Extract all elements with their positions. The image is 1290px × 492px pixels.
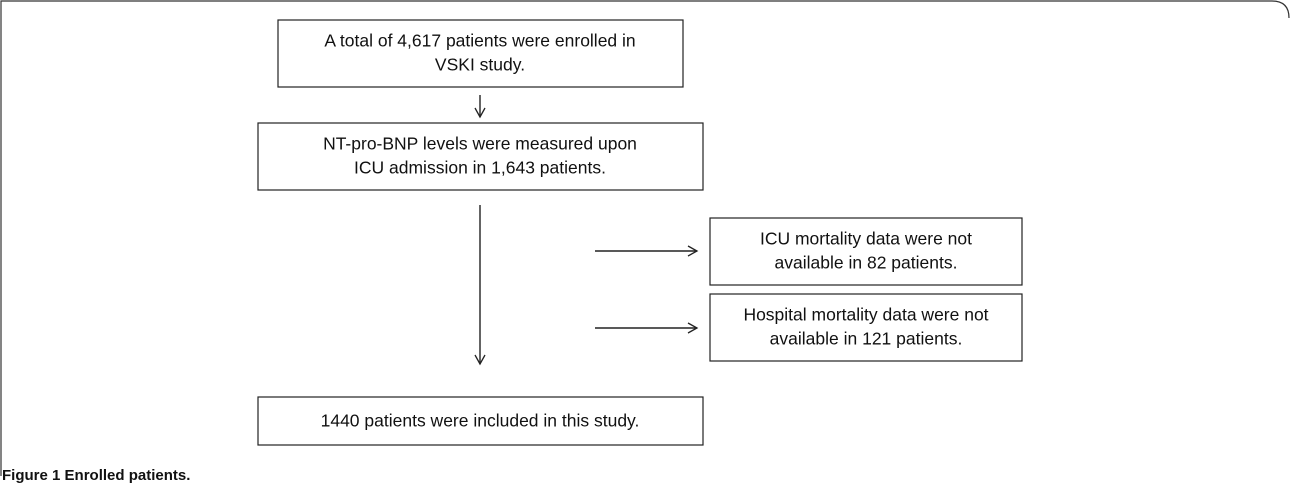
node-box [709,217,1023,286]
node-text: VSKI study. [435,55,525,75]
node-text: ICU mortality data were not [760,229,972,249]
frame [0,0,1290,476]
node-box [257,396,704,446]
node-text: Hospital mortality data were not [743,305,988,325]
node-box [277,19,684,88]
node-text: A total of 4,617 patients were enrolled … [324,31,635,51]
node-box [257,122,704,191]
caption-label: Figure 1 [2,467,60,484]
node-text: 1440 patients were included in this stud… [321,411,640,431]
node-text: available in 82 patients. [775,253,958,273]
node-box [709,293,1023,362]
caption-title: Enrolled patients. [65,467,191,484]
node-text: available in 121 patients. [770,329,963,349]
node-text: NT-pro-BNP levels were measured upon [323,134,637,154]
caption: Figure 1 Enrolled patients. [2,467,190,484]
node-text: ICU admission in 1,643 patients. [354,158,606,178]
